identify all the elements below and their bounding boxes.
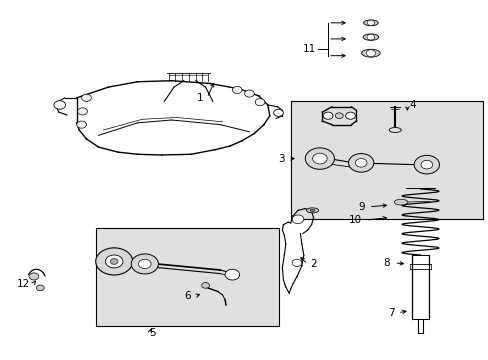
Text: 2: 2 bbox=[309, 259, 316, 269]
Circle shape bbox=[348, 154, 373, 172]
Circle shape bbox=[29, 273, 39, 280]
Circle shape bbox=[420, 160, 432, 169]
Ellipse shape bbox=[309, 209, 314, 211]
Text: 8: 8 bbox=[383, 258, 389, 268]
Circle shape bbox=[366, 50, 375, 57]
Ellipse shape bbox=[306, 208, 318, 213]
Circle shape bbox=[201, 283, 209, 288]
Text: 7: 7 bbox=[387, 308, 393, 318]
Circle shape bbox=[54, 101, 65, 109]
Circle shape bbox=[273, 109, 283, 116]
Circle shape bbox=[366, 20, 374, 26]
Circle shape bbox=[312, 153, 326, 164]
Circle shape bbox=[355, 158, 366, 167]
Text: 10: 10 bbox=[348, 215, 362, 225]
Circle shape bbox=[110, 258, 118, 264]
Circle shape bbox=[305, 148, 334, 169]
Circle shape bbox=[232, 86, 242, 94]
Text: 3: 3 bbox=[277, 154, 284, 163]
Ellipse shape bbox=[393, 199, 407, 205]
Text: 9: 9 bbox=[358, 202, 365, 212]
Circle shape bbox=[224, 269, 239, 280]
Circle shape bbox=[77, 121, 86, 128]
Circle shape bbox=[96, 248, 132, 275]
Text: 6: 6 bbox=[184, 291, 191, 301]
Circle shape bbox=[105, 255, 122, 268]
Circle shape bbox=[36, 285, 44, 291]
Text: 4: 4 bbox=[409, 100, 416, 110]
Circle shape bbox=[138, 259, 151, 269]
Circle shape bbox=[131, 254, 158, 274]
Ellipse shape bbox=[363, 34, 378, 40]
Text: 1: 1 bbox=[196, 93, 203, 103]
Circle shape bbox=[291, 259, 301, 266]
Circle shape bbox=[81, 94, 91, 102]
Bar bbox=[96, 228, 278, 327]
Circle shape bbox=[345, 112, 355, 119]
Circle shape bbox=[78, 108, 87, 115]
Ellipse shape bbox=[363, 20, 377, 26]
Bar bbox=[290, 102, 482, 219]
Ellipse shape bbox=[361, 49, 379, 57]
Circle shape bbox=[366, 34, 374, 40]
Text: 5: 5 bbox=[148, 328, 155, 338]
Circle shape bbox=[413, 156, 439, 174]
Circle shape bbox=[244, 90, 254, 97]
Circle shape bbox=[335, 113, 343, 118]
Text: 12: 12 bbox=[16, 279, 30, 289]
Circle shape bbox=[291, 215, 303, 224]
Circle shape bbox=[323, 112, 332, 119]
Ellipse shape bbox=[388, 127, 401, 132]
Circle shape bbox=[255, 99, 264, 106]
Text: 11: 11 bbox=[303, 44, 316, 54]
